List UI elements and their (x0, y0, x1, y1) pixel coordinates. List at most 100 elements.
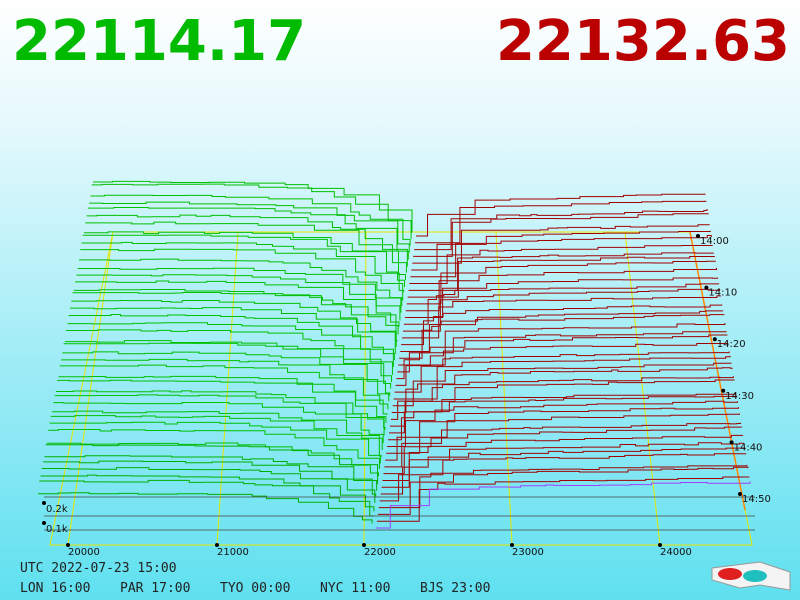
bid-curve (67, 322, 394, 367)
ask-curve (378, 464, 748, 509)
bid-curve (72, 291, 398, 342)
lens-cyan (743, 570, 767, 582)
ask-curve (402, 295, 722, 339)
bid-curve (68, 314, 395, 361)
ask-curve (389, 392, 736, 434)
bid-curve (84, 231, 406, 281)
bid-curve (78, 258, 403, 307)
bid-curve (62, 351, 391, 396)
price-tick (362, 543, 366, 547)
time-tick (729, 440, 734, 445)
time-label: 14:00 (700, 236, 729, 247)
bid-curve (43, 460, 377, 497)
utc-time: UTC 2022-07-23 15:00 (20, 561, 177, 576)
ask-price: 22132.63 (496, 9, 790, 74)
bid-curve (77, 267, 402, 313)
ask-curve (413, 213, 709, 257)
price-tick (658, 543, 662, 547)
bid-curve (71, 299, 397, 347)
time-label: 14:20 (717, 339, 746, 350)
clock: TYO 00:00 (220, 581, 290, 596)
clock: LON 16:00 (20, 581, 90, 596)
bid-curve (49, 421, 381, 464)
grid-line (67, 231, 114, 546)
bid-curve (85, 221, 407, 273)
ask-curve (376, 481, 751, 529)
bid-curve (80, 248, 404, 301)
price-tick (510, 543, 514, 547)
bid-curve (61, 358, 390, 402)
bid-curve (82, 234, 406, 288)
time-label: 14:50 (742, 494, 771, 505)
depth-tick (42, 521, 46, 525)
ask-curve (389, 379, 735, 427)
bid-curve (54, 394, 385, 436)
price-label: 24000 (660, 547, 692, 558)
ask-curve (405, 267, 718, 312)
bid-curve (91, 183, 412, 239)
price-label: 20000 (68, 547, 100, 558)
time-tick (712, 337, 717, 342)
bid-curve (53, 402, 384, 443)
price-label: 21000 (217, 547, 249, 558)
depth-curves (38, 180, 755, 531)
price-tick (215, 543, 219, 547)
ask-curve (408, 252, 714, 291)
ask-curve (404, 277, 719, 318)
ask-curve (394, 351, 730, 393)
ask-curve (387, 400, 738, 448)
bid-curve (59, 364, 389, 410)
ask-curve (397, 331, 727, 373)
bid-curve (48, 429, 380, 469)
bid-curve (40, 474, 375, 512)
ask-curve (399, 314, 725, 359)
ask-curve (391, 367, 733, 414)
bid-curve (69, 307, 396, 354)
ask-curve (376, 476, 750, 522)
ask-curve (414, 208, 708, 251)
price-tick (66, 543, 70, 547)
bid-curve (86, 214, 408, 267)
clock: NYC 11:00 (320, 581, 390, 596)
ask-curve (409, 245, 713, 285)
ask-curve (388, 395, 737, 441)
ask-curve (403, 283, 720, 325)
3d-glasses-icon (711, 561, 791, 591)
clock: BJS 23:00 (420, 581, 490, 596)
ask-curve (379, 453, 747, 502)
bid-curve (81, 241, 405, 293)
ask-curve (415, 200, 707, 244)
depth-label: 0.1k (46, 524, 68, 535)
ask-curve (392, 362, 732, 407)
ask-curve (377, 466, 749, 515)
ask-curve (412, 224, 710, 264)
ask-curve (381, 442, 745, 488)
ask-curve (385, 413, 741, 461)
ask-curve (416, 193, 706, 237)
bid-curve (50, 415, 382, 457)
depth-label: 0.2k (46, 504, 68, 515)
ask-curve (407, 255, 715, 298)
ask-curve (406, 260, 716, 305)
price-label: 23000 (512, 547, 544, 558)
bid-curve (76, 274, 401, 321)
bid-curve (38, 492, 373, 524)
bid-curve (73, 288, 399, 335)
ask-curve (390, 376, 734, 420)
clock: PAR 17:00 (120, 581, 190, 596)
ask-curve (398, 323, 726, 366)
ask-curve (383, 426, 743, 475)
time-tick (696, 234, 700, 238)
time-label: 14:40 (734, 442, 763, 453)
time-label: 14:30 (725, 391, 754, 402)
time-label: 14:10 (708, 288, 737, 299)
bid-curve (66, 329, 393, 375)
lens-red (718, 568, 742, 580)
bid-curve (75, 280, 400, 327)
ask-curve (401, 304, 723, 346)
bid-curve (39, 479, 374, 517)
bid-price: 22114.17 (12, 9, 306, 74)
depth-tick (42, 501, 46, 505)
